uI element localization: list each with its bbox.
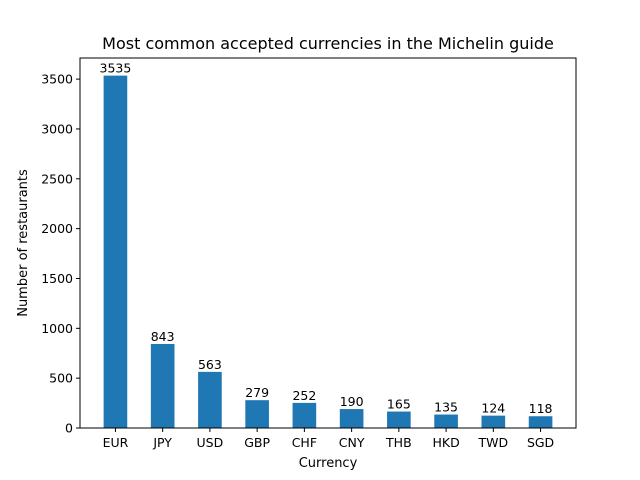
x-tick-label-chf: CHF — [292, 435, 317, 450]
x-axis-ticks: EUR JPY USD GBP CHF CNY THB HKD TWD SGD — [103, 428, 554, 450]
data-labels-group: 3535 843 563 279 252 190 165 135 124 118 — [100, 61, 553, 417]
y-tick-label-1000: 1000 — [41, 321, 73, 336]
x-tick-label-gbp: GBP — [244, 435, 270, 450]
x-tick-label-thb: THB — [385, 435, 412, 450]
bar-gbp — [245, 400, 269, 428]
x-tick-label-sgd: SGD — [527, 435, 554, 450]
data-label-twd: 124 — [481, 401, 505, 416]
data-label-gbp: 279 — [245, 385, 269, 400]
bar-eur — [103, 75, 128, 429]
bar-jpy — [150, 343, 175, 428]
y-axis-label: Number of restaurants — [16, 169, 31, 317]
y-tick-label-2000: 2000 — [41, 221, 73, 236]
data-label-sgd: 118 — [529, 401, 553, 416]
chart-title: Most common accepted currencies in the M… — [102, 34, 554, 53]
y-tick-label-3500: 3500 — [41, 72, 73, 87]
x-tick-label-hkd: HKD — [432, 435, 459, 450]
x-tick-label-twd: TWD — [478, 435, 509, 450]
x-tick-label-cny: CNY — [339, 435, 365, 450]
data-label-hkd: 135 — [434, 400, 458, 415]
x-axis-label: Currency — [299, 456, 358, 471]
bar-chf — [292, 402, 317, 428]
data-label-eur: 3535 — [100, 61, 132, 76]
data-label-chf: 252 — [292, 388, 316, 403]
bar-thb — [387, 411, 411, 428]
y-tick-label-0: 0 — [65, 421, 73, 436]
x-tick-label-eur: EUR — [103, 435, 129, 450]
y-tick-label-500: 500 — [49, 371, 73, 386]
bar-usd — [198, 371, 222, 428]
axes-border — [79, 57, 577, 429]
bar-cny — [339, 409, 364, 428]
bar-sgd — [528, 416, 553, 428]
bar-twd — [481, 415, 506, 428]
data-label-usd: 563 — [198, 357, 222, 372]
y-tick-label-1500: 1500 — [41, 271, 73, 286]
data-label-cny: 190 — [340, 394, 364, 409]
y-axis-ticks: 0 500 1000 1500 2000 2500 3000 3500 — [41, 72, 80, 436]
data-label-jpy: 843 — [151, 329, 175, 344]
x-tick-label-usd: USD — [197, 435, 224, 450]
bar-hkd — [434, 414, 458, 428]
y-tick-label-3000: 3000 — [41, 121, 73, 136]
data-label-thb: 165 — [387, 397, 411, 412]
bars-group — [103, 75, 553, 429]
y-tick-label-2500: 2500 — [41, 171, 73, 186]
x-tick-label-jpy: JPY — [152, 435, 172, 450]
